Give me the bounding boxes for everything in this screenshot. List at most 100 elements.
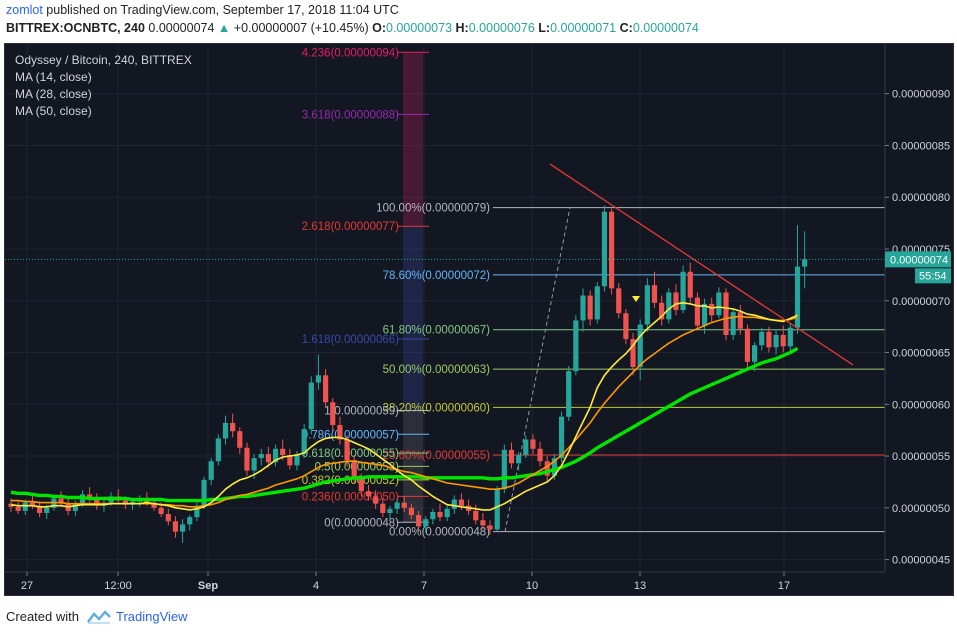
time-axis-label: 10 (526, 580, 538, 592)
candle-body (344, 439, 350, 461)
chart-svg[interactable]: 100.00%(0.00000079) 78.60%(0.00000072) 61.… (5, 44, 953, 595)
fib-ext-label: 0.236(0.00000050) (302, 491, 399, 503)
fib-level-label: 100.00%(0.00000079) (376, 203, 490, 215)
candle-body (601, 211, 608, 287)
candle-body (516, 455, 522, 464)
candle-body (473, 510, 479, 521)
time-axis-label: Sep (198, 580, 218, 592)
candle-body (15, 506, 21, 511)
tradingview-link[interactable]: TradingView (115, 609, 188, 624)
fib-level-label: 38.20%(0.00000060) (383, 402, 491, 414)
chart-area[interactable]: 100.00%(0.00000079) 78.60%(0.00000072) 61.… (4, 43, 954, 596)
time-axis-label: 27 (21, 580, 33, 592)
candle-body (180, 524, 186, 532)
candle-body (387, 508, 393, 513)
candle-body (408, 507, 414, 516)
candle-body (258, 453, 264, 459)
fib-ext-label: 0.5(0.00000053) (315, 461, 400, 473)
fib-level-label: 61.80%(0.00000067) (383, 325, 491, 337)
candle-body (566, 371, 572, 417)
legend-ma28: MA (28, close) (15, 87, 92, 101)
candle-body (29, 502, 36, 506)
candle-body (22, 502, 28, 511)
price-change: +0.00000007 (+10.45%) (233, 21, 369, 35)
candle-body (737, 312, 743, 329)
candle-body (480, 520, 486, 526)
open-value: 0.00000073 (386, 21, 453, 35)
candle-body (394, 502, 400, 509)
candle-body (265, 453, 271, 463)
fib-ext-label: 0(0.00000048) (324, 517, 399, 529)
candle-body (701, 303, 708, 326)
candle-body (759, 331, 765, 346)
candle-body (637, 324, 643, 368)
candle-body (37, 505, 43, 513)
price-axis-label: 0.00000085 (892, 140, 950, 152)
candle-body (616, 288, 622, 314)
up-arrow-icon: ▲ (217, 21, 231, 35)
publish-line: zomlot published on TradingView.com, Sep… (6, 3, 399, 17)
chart-background (5, 44, 953, 595)
candle-body (215, 438, 221, 462)
close-value: 0.00000074 (632, 21, 699, 35)
candle-body (609, 211, 615, 289)
candle-body (508, 449, 515, 464)
candle-body (301, 429, 307, 454)
ma14-line (10, 301, 798, 511)
price-axis-label: 0.00000050 (892, 503, 950, 515)
candle-body (787, 327, 793, 347)
candle-body (380, 503, 386, 513)
candle-body (537, 448, 543, 462)
tradingview-logo-icon[interactable] (87, 609, 111, 624)
candle-body (551, 458, 557, 476)
candle-body (558, 416, 565, 459)
author-link[interactable]: zomlot (6, 3, 43, 17)
candle-body (44, 507, 50, 513)
current-price-value: 0.00000074 (890, 254, 948, 266)
candle-body (287, 455, 293, 466)
fib-level-label: 0.00%(0.00000048) (389, 527, 490, 539)
candle-body (687, 271, 693, 298)
candle-body (222, 422, 229, 439)
candle-body (802, 259, 808, 267)
candle-body (458, 499, 465, 506)
candle-body (351, 460, 357, 479)
candle-body (744, 328, 751, 362)
candle-body (752, 345, 758, 362)
candle-body (58, 498, 64, 504)
candle-body (415, 515, 422, 527)
time-axis-bg (5, 572, 953, 595)
candle-body (237, 431, 243, 448)
candle-body (87, 494, 93, 499)
created-with-text: Created with (6, 609, 79, 624)
time-axis-label: 12:00 (104, 580, 132, 592)
candle-body (773, 334, 779, 348)
candle-body (401, 502, 407, 508)
candle-body (122, 500, 128, 505)
time-axis-label: 7 (421, 580, 427, 592)
candle-body (444, 508, 450, 518)
fib-ext-label: 3.618(0.00000088) (302, 109, 399, 121)
candle-body (594, 286, 600, 320)
high-label: H: (455, 21, 469, 35)
candle-body (694, 297, 700, 326)
fib-ext-label: 0.618(0.00000055) (302, 448, 399, 460)
current-price-badge (885, 251, 951, 268)
candle-body (373, 496, 379, 504)
candle-body (158, 507, 164, 515)
fib-level-label: 78.60%(0.00000072) (383, 270, 491, 282)
fib-level-label: 50.00%(0.00000063) (383, 364, 491, 376)
candle-body (523, 439, 529, 456)
candle-body (330, 402, 336, 425)
candle-body (365, 491, 372, 497)
candle-body (723, 292, 729, 335)
candle-body (208, 461, 214, 480)
candle-body (323, 375, 329, 403)
symbol-label: BITTREX:OCNBTC, 240 (6, 21, 145, 35)
candle-body (151, 502, 157, 508)
fib-ext-band-top (403, 52, 423, 227)
candle-body (673, 292, 679, 311)
candle-body (337, 424, 343, 440)
candle-body (487, 525, 493, 530)
